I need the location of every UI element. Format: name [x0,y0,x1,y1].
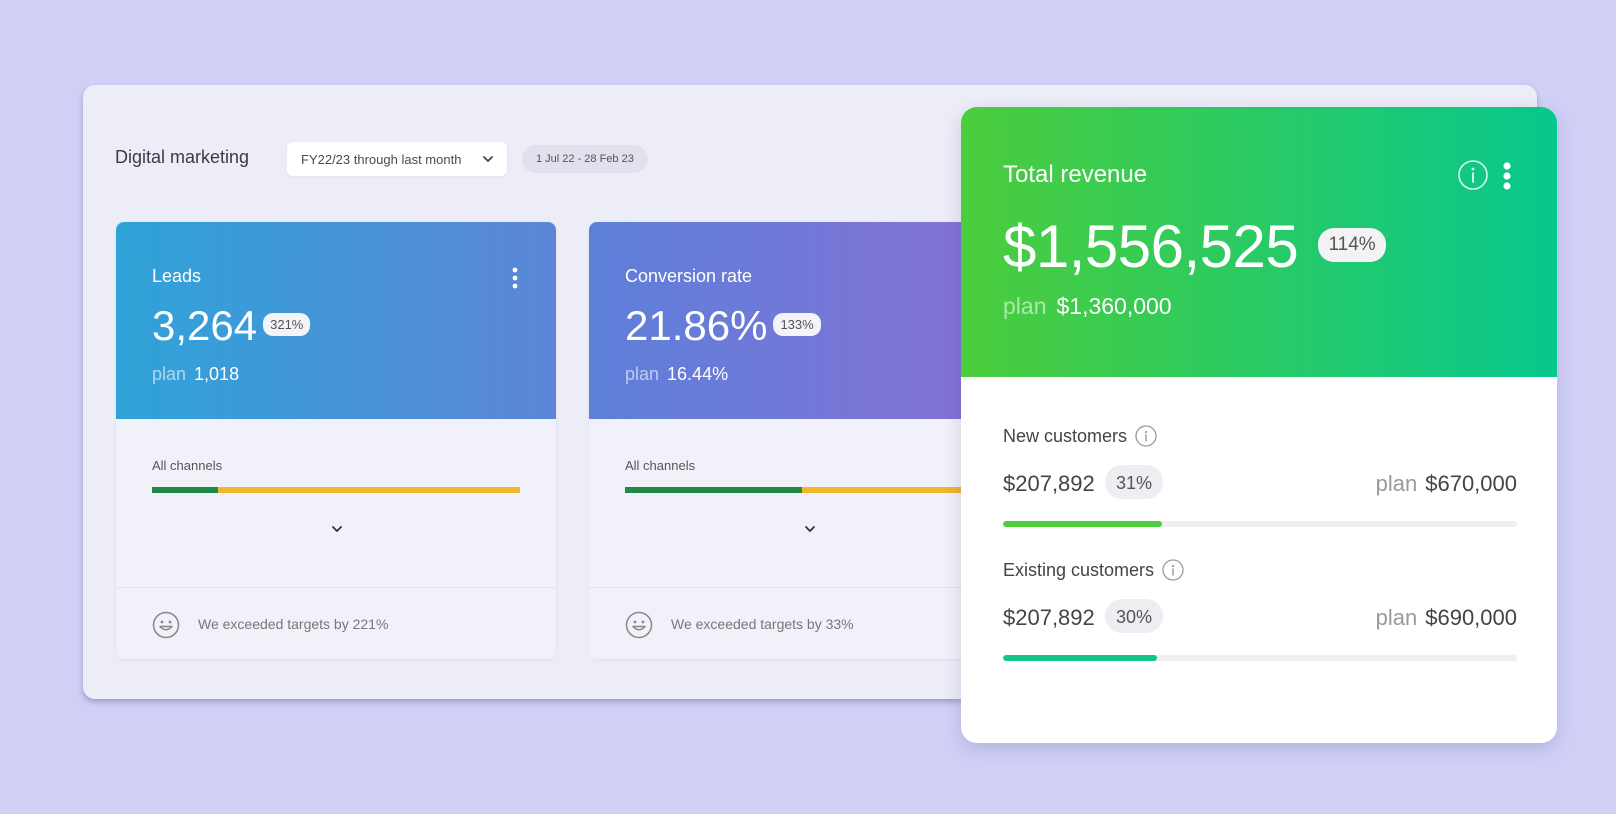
plan-label: plan [152,364,187,384]
existing-customers-amount: $207,892 [1003,605,1095,630]
conversion-percent-badge: 133% [773,313,821,337]
period-select-value: FY22/23 through last month [301,152,462,167]
channels-label: All channels [625,458,696,473]
conversion-card-header: Conversion rate 21.86% 133% plan 16.44% [589,222,1029,419]
revenue-value-text: $1,556,525 [1003,213,1299,280]
conversion-channel-bar [625,487,993,493]
channel-bar-green-segment [625,487,802,493]
existing-customers-plan-value: $690,000 [1425,605,1517,630]
revenue-plan-value: $1,360,000 [1056,293,1172,319]
revenue-plan: plan $1,360,000 [1003,293,1172,320]
existing-customers-section: Existing customers $207,892 30% plan $690… [1003,559,1517,661]
leads-percent-badge: 321% [263,313,311,337]
existing-customers-progress-fill [1003,655,1158,661]
new-customers-plan-value: $670,000 [1425,471,1517,496]
existing-customers-progress-bar [1003,655,1517,661]
leads-card-footer: We exceeded targets by 221% [116,587,556,659]
info-icon[interactable] [1162,559,1184,581]
kebab-menu-icon[interactable] [510,266,520,290]
smile-icon [625,611,653,639]
conversion-value: 21.86% 133% [625,302,821,350]
leads-card: Leads 3,264 321% plan 1,018 All channels [116,222,556,659]
new-customers-badge: 31% [1105,465,1164,499]
conversion-value-text: 21.86% [625,302,768,349]
plan-label: plan [625,364,660,384]
period-select[interactable]: FY22/23 through last month [287,142,507,176]
existing-customers-plan: plan $690,000 [1376,605,1517,631]
existing-customers-title: Existing customers [1003,559,1517,581]
leads-plan: plan 1,018 [152,364,239,385]
info-icon[interactable] [1457,159,1489,191]
revenue-value: $1,556,525 114% [1003,212,1386,281]
leads-card-header: Leads 3,264 321% plan 1,018 [116,222,556,419]
new-customers-progress-bar [1003,521,1517,527]
conversion-plan-value: 16.44% [667,364,729,384]
existing-customers-badge: 30% [1105,599,1164,633]
new-customers-amount: $207,892 [1003,471,1095,496]
leads-value-text: 3,264 [152,302,258,349]
conversion-card-footer: We exceeded targets by 33% [589,587,1029,659]
page-title: Digital marketing [115,147,250,167]
revenue-card-header: Total revenue $1,556,525 114% plan $1,360… [961,107,1557,377]
conversion-rate-card: Conversion rate 21.86% 133% plan 16.44% Al… [589,222,1029,659]
date-range-chip: 1 Jul 22 - 28 Feb 23 [522,145,648,173]
conversion-footer-text: We exceeded targets by 33% [671,616,854,632]
conversion-title: Conversion rate [625,266,753,286]
new-customers-plan: plan $670,000 [1376,471,1517,497]
new-customers-title: New customers [1003,425,1517,447]
conversion-plan: plan 16.44% [625,364,728,385]
revenue-percent-badge: 114% [1318,228,1386,263]
info-icon[interactable] [1135,425,1157,447]
new-customers-row: $207,892 31% plan $670,000 [1003,465,1517,501]
new-customers-label: New customers [1003,425,1128,446]
total-revenue-card: Total revenue $1,556,525 114% plan $1,360… [961,107,1557,743]
revenue-title: Total revenue [1003,161,1148,188]
channels-label: All channels [152,458,223,473]
plan-label: plan [1375,605,1418,630]
smile-icon [152,611,180,639]
new-customers-section: New customers $207,892 31% plan $670,000 [1003,425,1517,527]
channel-bar-green-segment [152,487,219,493]
chevron-down-icon[interactable] [330,522,344,536]
plan-label: plan [1003,293,1047,319]
leads-footer-text: We exceeded targets by 221% [198,616,389,632]
existing-customers-label: Existing customers [1003,559,1155,580]
leads-channel-bar [152,487,520,493]
chevron-down-icon[interactable] [803,522,817,536]
existing-customers-row: $207,892 30% plan $690,000 [1003,599,1517,635]
leads-plan-value: 1,018 [194,364,240,384]
leads-value: 3,264 321% [152,302,311,350]
leads-title: Leads [152,266,202,286]
plan-label: plan [1375,471,1418,496]
kebab-menu-icon[interactable] [1501,161,1513,191]
chevron-down-icon [483,156,493,162]
new-customers-progress-fill [1003,521,1163,527]
